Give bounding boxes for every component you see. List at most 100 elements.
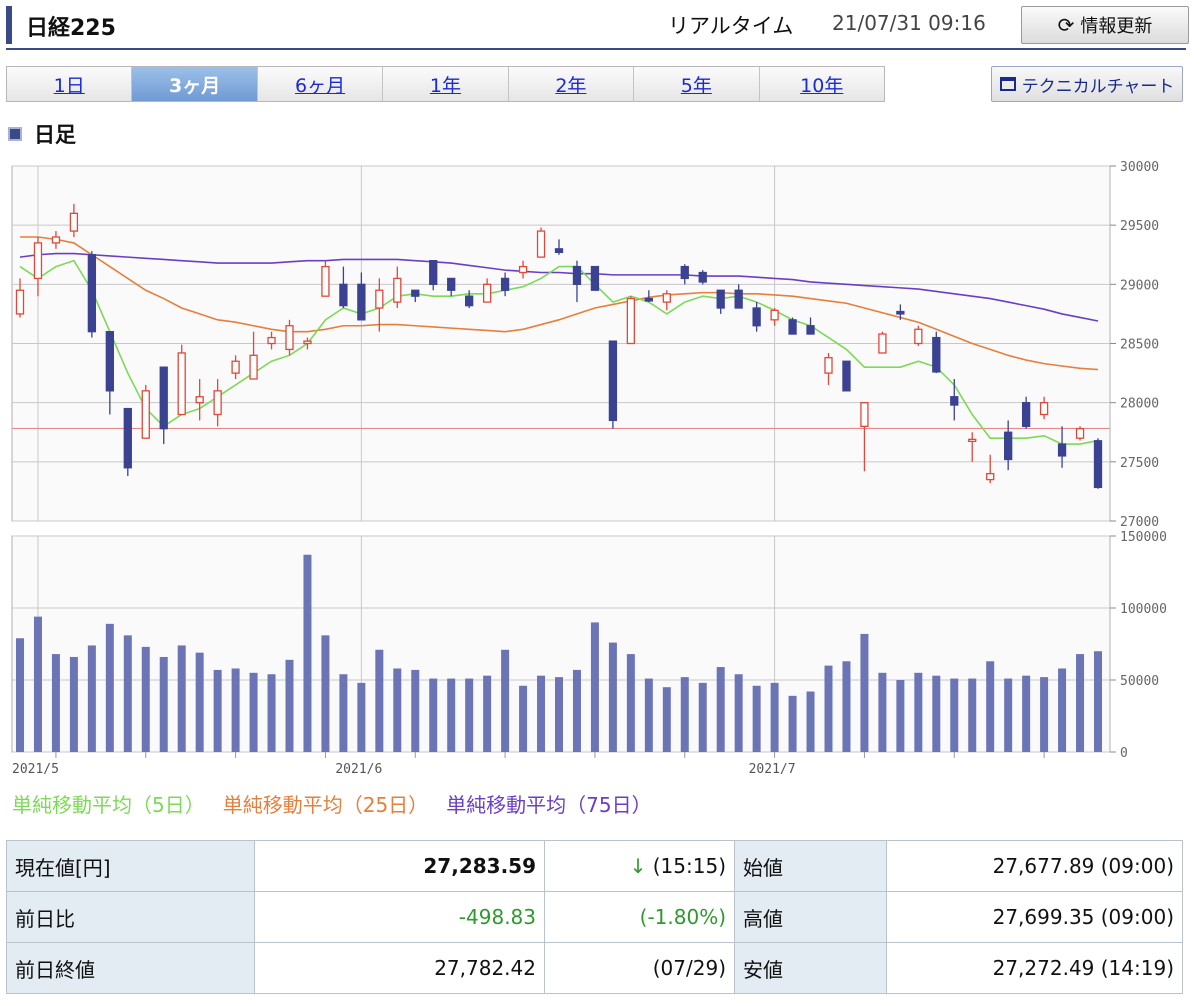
- candle-body: [339, 283, 348, 307]
- volume-tick-label: 150000: [1120, 530, 1167, 545]
- volume-bar: [429, 678, 438, 752]
- open-value: 27,677.89 (09:00): [886, 840, 1183, 892]
- tab-10y[interactable]: 10年: [759, 67, 884, 101]
- volume-bar: [626, 654, 635, 752]
- price-tick-label: 29500: [1120, 219, 1159, 234]
- candle-body: [303, 340, 312, 345]
- volume-bar: [375, 649, 384, 752]
- volume-bar: [662, 687, 671, 752]
- ma75-line: [19, 252, 1099, 322]
- candle-body: [896, 310, 905, 315]
- candle-body: [734, 289, 743, 309]
- volume-bar: [87, 645, 96, 752]
- candle-body: [1075, 428, 1085, 439]
- change-pct: (-1.80%): [544, 891, 735, 943]
- candle-body: [375, 289, 384, 309]
- tab-3m[interactable]: 3ヶ月: [132, 67, 258, 101]
- candle-body: [518, 265, 528, 274]
- volume-bar: [1076, 654, 1085, 752]
- candle-body: [1004, 431, 1013, 461]
- volume-bar: [213, 669, 222, 752]
- timestamp: 21/07/31 09:16: [832, 11, 986, 35]
- candle-body: [33, 242, 43, 280]
- volume-bar: [555, 677, 563, 752]
- price-tick-label: 28500: [1120, 338, 1159, 353]
- volume-bar: [303, 554, 312, 752]
- refresh-button[interactable]: ⟳ 情報更新: [1021, 6, 1189, 44]
- candle-body: [554, 248, 564, 254]
- candle-body: [824, 357, 833, 374]
- price-tick-label: 27000: [1120, 515, 1159, 530]
- volume-bar: [267, 674, 276, 752]
- volume-bar: [950, 678, 959, 752]
- volume-bar: [770, 682, 779, 752]
- price-tick-label: 29000: [1120, 278, 1159, 293]
- volume-bar: [608, 642, 617, 752]
- tab-5y[interactable]: 5年: [634, 67, 760, 101]
- tab-6m[interactable]: 6ヶ月: [257, 67, 384, 101]
- candle-body: [860, 402, 869, 427]
- volume-bar: [1094, 651, 1102, 752]
- volume-bar: [159, 656, 168, 752]
- volume-bar: [393, 668, 402, 752]
- candle-body: [986, 473, 995, 481]
- candle-body: [411, 289, 420, 297]
- table-row: 現在値[円] 27,283.59 ↓ (15:15) 始値 27,677.89 …: [6, 840, 1183, 892]
- volume-bar: [698, 682, 707, 752]
- volume-bar: [716, 667, 725, 752]
- candle-body: [752, 307, 761, 327]
- volume-bar: [572, 669, 581, 752]
- tab-2y[interactable]: 2年: [508, 67, 635, 101]
- current-label: 現在値[円]: [6, 840, 255, 892]
- volume-bar: [986, 661, 995, 752]
- volume-bar: [824, 665, 833, 752]
- volume-bar: [734, 674, 743, 752]
- candle-body: [123, 407, 132, 469]
- volume-bar: [195, 652, 204, 752]
- tab-1d[interactable]: 1日: [7, 67, 133, 101]
- current-time-cell: ↓ (15:15): [544, 840, 735, 892]
- candle-body: [1021, 402, 1031, 427]
- volume-bar: [1022, 675, 1031, 752]
- volume-bar: [896, 680, 905, 752]
- prev-close-value: 27,782.42: [254, 942, 545, 994]
- volume-tick-label: 50000: [1120, 674, 1159, 689]
- candle-body: [536, 230, 546, 258]
- candle-body: [968, 438, 977, 443]
- volume-bar: [285, 659, 294, 752]
- x-tick-label: 2021/6: [335, 762, 382, 777]
- current-value: 27,283.59: [254, 840, 545, 892]
- candle-body: [1093, 440, 1103, 489]
- candle-body: [447, 277, 456, 291]
- table-row: 前日比 -498.83 (-1.80%) 高値 27,699.35 (09:00…: [6, 891, 1183, 943]
- tab-1y[interactable]: 1年: [383, 67, 509, 101]
- realtime-label: リアルタイム: [668, 14, 794, 38]
- candle-body: [249, 354, 258, 380]
- volume-bar: [644, 678, 653, 752]
- candle-body: [608, 340, 618, 422]
- candle-body: [177, 352, 186, 416]
- candle-body: [1039, 402, 1049, 416]
- candle-body: [465, 295, 474, 307]
- volume-bar: [141, 646, 150, 752]
- volume-bar: [69, 656, 78, 752]
- section-label: 日足: [34, 123, 76, 147]
- legend-ma5: 単純移動平均（5日）: [12, 793, 205, 817]
- volume-bar: [1040, 677, 1049, 752]
- technical-chart-button[interactable]: テクニカルチャート: [991, 66, 1183, 102]
- candle-body: [213, 390, 222, 416]
- refresh-label: 情報更新: [1080, 16, 1153, 37]
- table-row: 前日終値 27,782.42 (07/29) 安値 27,272.49 (14:…: [6, 942, 1183, 994]
- candle-body: [141, 390, 150, 439]
- title-accent-bar: [6, 6, 12, 44]
- ma25-line: [20, 236, 1099, 371]
- high-label: 高値: [734, 891, 887, 943]
- candle-body: [698, 271, 707, 283]
- volume-bar: [788, 695, 797, 752]
- volume-bar: [339, 674, 348, 752]
- change-label: 前日比: [6, 891, 255, 943]
- high-value: 27,699.35 (09:00): [886, 891, 1183, 943]
- volume-bar: [123, 635, 132, 752]
- candle-body: [321, 265, 330, 297]
- volume-bar: [1004, 678, 1013, 752]
